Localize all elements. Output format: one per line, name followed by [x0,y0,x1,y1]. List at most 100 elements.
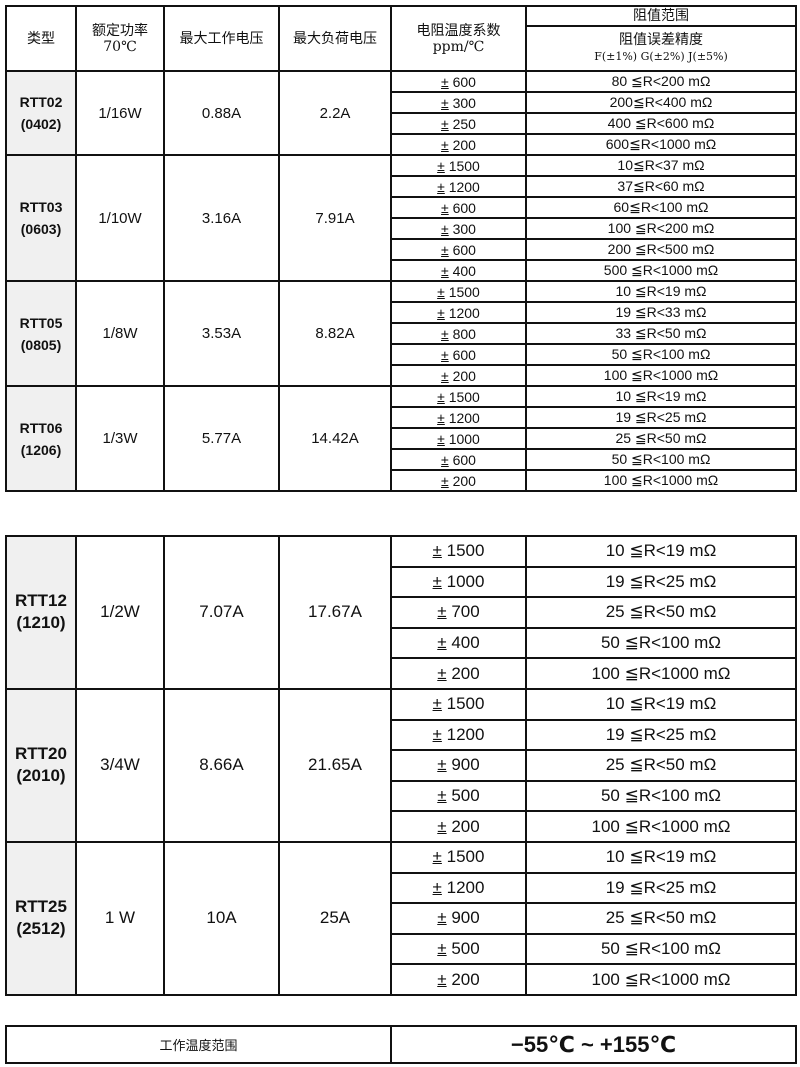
header-tolerance: 阻值误差精度 F(±1%) G(±2%) J(±5%) [525,25,797,72]
max-load-cell: 8.82A [278,280,392,387]
power-cell: 3/4W [75,687,165,843]
header-max-load: 最大负荷电压 [278,5,392,72]
header-type: 类型 [5,5,77,72]
table-row: RTT12 (1210) 1/2W 7.07A 17.67A ± 1500 10 ≦R<19… [5,535,797,690]
resistance-range-cell: 19 ≦R<25 mΩ [525,718,797,752]
table-row: ± 300 100 ≦R<200 mΩ [6,217,797,240]
max-work-cell: 0.88A [163,70,280,156]
resistance-range-cell: 60≦R<100 mΩ [525,196,797,219]
tcr-cell: ± 250 [390,112,527,135]
table-row: RTT03 (0603) 1/10W 3.16A 7.91A ± 1500 10≦R<37 … [5,154,797,282]
tcr-cell: ± 300 [390,217,527,240]
max-work-cell: 3.53A [163,280,280,387]
tcr-cell: ± 300 [390,91,527,114]
max-work-cell: 3.16A [163,154,280,282]
tcr-cell: ± 200 [390,133,527,156]
table-row: ± 200 600≦R<1000 mΩ [6,133,797,156]
resistance-range-cell: 10≦R<37 mΩ [525,154,797,177]
max-load-cell: 25A [278,840,392,996]
tcr-cell: ± 900 [390,749,527,782]
max-load-cell: 21.65A [278,687,392,843]
tcr-cell: ± 200 [390,810,527,843]
table-row: ± 400 50 ≦R<100 mΩ [6,626,797,660]
table-row: ± 1200 37≦R<60 mΩ [6,175,797,198]
tcr-cell: ± 200 [390,657,527,690]
tcr-cell: ± 600 [390,238,527,261]
power-cell: 1/8W [75,280,165,387]
type-cell: RTT25 (2512) [5,840,77,996]
resistance-range-cell: 50 ≦R<100 mΩ [525,932,797,966]
tcr-cell: ± 200 [390,963,527,996]
table-row: ± 200 100 ≦R<1000 mΩ [6,657,797,690]
header-max-work: 最大工作电压 [163,5,280,72]
resistance-range-cell: 200≦R<400 mΩ [525,91,797,114]
table-row: RTT25 (2512) 1 W 10A 25A ± 1500 10 ≦R<19 mΩ [5,840,797,996]
resistance-range-cell: 50 ≦R<100 mΩ [525,343,797,366]
resistance-range-cell: 100 ≦R<1000 mΩ [525,810,797,843]
spec-table-upper: 类型 额定功率 70℃ 最大工作电压 最大负荷电压 电阻温度系数 ppm/℃ 阻值范… [5,5,797,492]
max-work-cell: 10A [163,840,280,996]
table-row: RTT20 (2010) 3/4W 8.66A 21.65A ± 1500 10 ≦R<19… [5,687,797,843]
resistance-range-cell: 50 ≦R<100 mΩ [525,448,797,471]
resistance-range-cell: 400 ≦R<600 mΩ [525,112,797,135]
max-load-cell: 2.2A [278,70,392,156]
resistance-range-cell: 25 ≦R<50 mΩ [525,749,797,782]
tcr-cell: ± 700 [390,596,527,629]
table-row: ± 800 33 ≦R<50 mΩ [6,322,797,345]
resistance-range-cell: 600≦R<1000 mΩ [525,133,797,156]
table-row: RTT05 (0805) 1/8W 3.53A 8.82A ± 1500 10 ≦R<19 … [5,280,797,387]
tcr-cell: ± 900 [390,902,527,935]
operating-temp-label: 工作温度范围 [5,1025,392,1064]
table-row: ± 600 60≦R<100 mΩ [6,196,797,219]
power-cell: 1/16W [75,70,165,156]
table-row: ± 600 200 ≦R<500 mΩ [6,238,797,261]
power-cell: 1/10W [75,154,165,282]
header-range: 阻值范围 [525,5,797,27]
tcr-cell: ± 1500 [390,385,527,408]
table-row: RTT02 (0402) 1/16W 0.88A 2.2A ± 600 80 ≦R<200 … [5,70,797,156]
resistance-range-cell: 19 ≦R<25 mΩ [525,871,797,905]
type-cell: RTT06 (1206) [5,385,77,492]
table-row: ± 1000 25 ≦R<50 mΩ [6,427,797,450]
resistance-range-cell: 80 ≦R<200 mΩ [525,70,797,93]
resistance-range-cell: 33 ≦R<50 mΩ [525,322,797,345]
table-row: ± 500 50 ≦R<100 mΩ [6,779,797,813]
table-row: ± 1200 19 ≦R<25 mΩ [6,406,797,429]
tcr-cell: ± 200 [390,364,527,387]
tcr-cell: ± 800 [390,322,527,345]
resistance-range-cell: 37≦R<60 mΩ [525,175,797,198]
resistance-range-cell: 10 ≦R<19 mΩ [525,385,797,408]
tcr-cell: ± 1000 [390,427,527,450]
power-cell: 1/3W [75,385,165,492]
spec-table-lower: RTT12 (1210) 1/2W 7.07A 17.67A ± 1500 10 ≦R<19… [5,535,797,996]
resistance-range-cell: 100 ≦R<1000 mΩ [525,657,797,690]
resistance-range-cell: 50 ≦R<100 mΩ [525,779,797,813]
tcr-cell: ± 600 [390,196,527,219]
tcr-cell: ± 1500 [390,535,527,568]
resistance-range-cell: 100 ≦R<1000 mΩ [525,469,797,492]
table-row: ± 1200 19 ≦R<25 mΩ [6,718,797,752]
tcr-cell: ± 1200 [390,718,527,752]
table-row: RTT06 (1206) 1/3W 5.77A 14.42A ± 1500 10 ≦R<19… [5,385,797,492]
max-load-cell: 17.67A [278,535,392,690]
resistance-range-cell: 100 ≦R<1000 mΩ [525,364,797,387]
resistance-range-cell: 50 ≦R<100 mΩ [525,626,797,660]
tcr-cell: ± 500 [390,932,527,966]
tcr-cell: ± 1200 [390,301,527,324]
tcr-cell: ± 600 [390,70,527,93]
type-cell: RTT20 (2010) [5,687,77,843]
table-row: ± 200 100 ≦R<1000 mΩ [6,963,797,996]
table-row: ± 400 500 ≦R<1000 mΩ [6,259,797,282]
resistance-range-cell: 100 ≦R<1000 mΩ [525,963,797,996]
tcr-cell: ± 400 [390,626,527,660]
resistance-range-cell: 500 ≦R<1000 mΩ [525,259,797,282]
resistance-range-cell: 100 ≦R<200 mΩ [525,217,797,240]
resistance-range-cell: 19 ≦R<33 mΩ [525,301,797,324]
tcr-cell: ± 1500 [390,154,527,177]
max-work-cell: 8.66A [163,687,280,843]
tcr-cell: ± 1200 [390,871,527,905]
header-power: 额定功率 70℃ [75,5,165,72]
tcr-cell: ± 1200 [390,406,527,429]
table-row: ± 900 25 ≦R<50 mΩ [6,749,797,782]
table-row: ± 700 25 ≦R<50 mΩ [6,596,797,629]
